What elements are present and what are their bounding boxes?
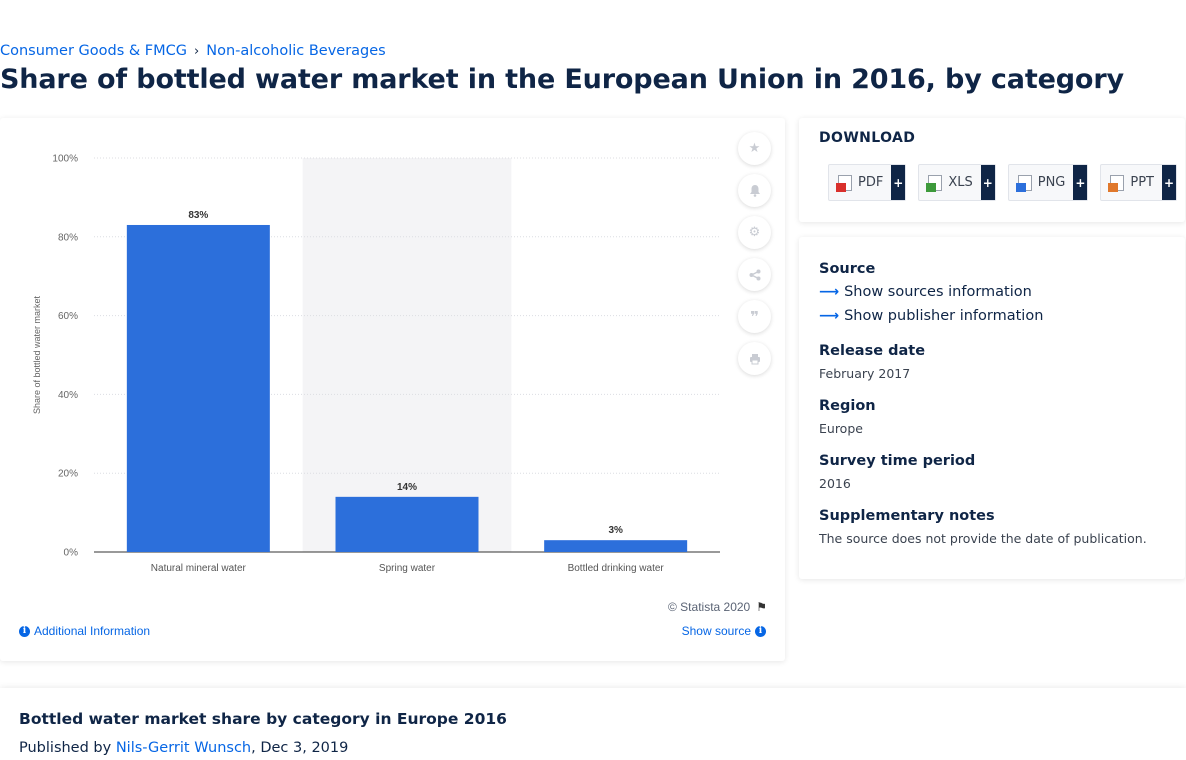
bell-icon xyxy=(749,185,760,197)
png-file-icon xyxy=(1015,174,1032,192)
data-label: 3% xyxy=(608,525,623,536)
gear-icon: ⚙ xyxy=(748,225,761,240)
supplementary-notes-value: The source does not provide the date of … xyxy=(819,531,1147,546)
pdf-file-icon xyxy=(836,174,852,192)
download-ppt-label: PPT xyxy=(1130,175,1154,190)
arrow-right-icon: ⟶ xyxy=(819,308,840,324)
info-icon: i xyxy=(755,625,766,637)
download-png-button[interactable]: PNG + xyxy=(1007,164,1089,201)
show-publisher-label: Show publisher information xyxy=(844,308,1044,324)
quote-icon: ❞ xyxy=(750,307,759,326)
download-ppt-button[interactable]: PPT + xyxy=(1100,164,1177,201)
show-sources-label: Show sources information xyxy=(844,284,1032,300)
info-icon: i xyxy=(19,625,30,637)
copyright-notice: © Statista 2020 ⚑ xyxy=(668,600,767,614)
show-source-link[interactable]: Show source i xyxy=(682,624,766,638)
download-card: DOWNLOAD PDF + XLS + PNG + PPT + xyxy=(799,118,1185,222)
settings-button[interactable]: ⚙ xyxy=(738,216,771,249)
release-date-heading: Release date xyxy=(819,343,926,359)
download-title: DOWNLOAD xyxy=(819,130,916,146)
region-heading: Region xyxy=(819,398,876,414)
pdf-file-mark xyxy=(836,182,846,192)
bar-chart: 0% 20% 40% 60% 80% 100% Share of bottled water… xyxy=(32,154,720,574)
bar xyxy=(335,496,479,552)
data-label: 83% xyxy=(188,210,208,221)
breadcrumb-non-alcoholic-beverages[interactable]: Non-alcoholic Beverages xyxy=(206,43,386,59)
plus-icon: + xyxy=(1073,165,1088,200)
breadcrumb-consumer-goods[interactable]: Consumer Goods & FMCG xyxy=(0,43,188,59)
chart-toolbar: ★ ⚙ ❞ xyxy=(738,132,771,384)
statistic-info-card: Source ⟶ Show sources information ⟶ Show… xyxy=(799,237,1185,579)
download-xls-button[interactable]: XLS + xyxy=(918,164,996,201)
published-date: , Dec 3, 2019 xyxy=(251,740,349,756)
y-axis-label: Share of bottled water market xyxy=(32,295,42,414)
bar xyxy=(544,540,688,552)
notification-button[interactable] xyxy=(738,174,771,207)
ppt-file-mark xyxy=(1108,182,1119,192)
survey-period-value: 2016 xyxy=(819,476,851,491)
survey-period-heading: Survey time period xyxy=(819,453,976,469)
source-heading: Source xyxy=(819,261,876,277)
chart-card: 0% 20% 40% 60% 80% 100% Share of bottled water… xyxy=(0,118,785,661)
download-pdf-button[interactable]: PDF + xyxy=(828,164,907,201)
copyright-text: © Statista 2020 xyxy=(668,600,751,614)
print-button[interactable] xyxy=(738,342,771,375)
published-prefix: Published by xyxy=(19,740,112,756)
y-tick-label: 40% xyxy=(58,390,78,401)
description-title: Bottled water market share by category i… xyxy=(19,710,507,728)
x-tick-label: Bottled drinking water xyxy=(568,563,665,574)
flag-icon[interactable]: ⚑ xyxy=(756,600,767,614)
highlight-band xyxy=(302,158,512,552)
share-icon xyxy=(749,269,760,280)
page-title: Share of bottled water market in the Eur… xyxy=(0,64,1124,95)
y-tick-label: 100% xyxy=(52,154,78,165)
xls-file-icon xyxy=(926,174,943,192)
additional-information-label: Additional Information xyxy=(34,624,151,638)
download-png-label: PNG xyxy=(1037,175,1066,190)
breadcrumb: Consumer Goods & FMCG › Non-alcoholic Be… xyxy=(0,43,386,59)
published-by: Published by Nils-Gerrit Wunsch, Dec 3, … xyxy=(19,740,348,756)
data-label: 14% xyxy=(397,482,417,493)
favorite-button[interactable]: ★ xyxy=(738,132,771,165)
supplementary-notes-heading: Supplementary notes xyxy=(819,508,995,524)
additional-information-link[interactable]: i Additional Information xyxy=(19,624,150,638)
y-tick-label: 80% xyxy=(58,232,78,243)
star-icon: ★ xyxy=(748,141,761,156)
share-button[interactable] xyxy=(738,258,771,291)
x-tick-label: Natural mineral water xyxy=(151,563,247,574)
author-link[interactable]: Nils-Gerrit Wunsch xyxy=(115,740,252,756)
plus-icon: + xyxy=(980,165,995,200)
show-sources-link[interactable]: ⟶ Show sources information xyxy=(819,284,1032,300)
show-publisher-link[interactable]: ⟶ Show publisher information xyxy=(819,308,1043,324)
xls-file-mark xyxy=(926,182,937,192)
y-tick-label: 0% xyxy=(64,548,79,559)
download-buttons: PDF + XLS + PNG + PPT + xyxy=(828,164,1177,201)
plus-icon: + xyxy=(1162,165,1176,200)
x-tick-label: Spring water xyxy=(379,563,436,574)
show-source-label: Show source xyxy=(681,624,751,638)
png-file-mark xyxy=(1015,182,1026,192)
release-date-value: February 2017 xyxy=(819,366,911,381)
y-tick-label: 20% xyxy=(58,469,78,480)
ppt-file-icon xyxy=(1108,174,1125,192)
arrow-right-icon: ⟶ xyxy=(819,284,840,300)
breadcrumb-separator: › xyxy=(194,43,200,59)
print-icon xyxy=(749,353,760,364)
download-xls-label: XLS xyxy=(948,175,973,190)
download-pdf-label: PDF xyxy=(858,175,884,190)
cite-button[interactable]: ❞ xyxy=(738,300,771,333)
region-value: Europe xyxy=(819,421,863,436)
y-tick-label: 60% xyxy=(58,311,78,322)
description-card: Bottled water market share by category i… xyxy=(0,688,1186,760)
plus-icon: + xyxy=(891,165,906,200)
bar xyxy=(126,224,270,552)
